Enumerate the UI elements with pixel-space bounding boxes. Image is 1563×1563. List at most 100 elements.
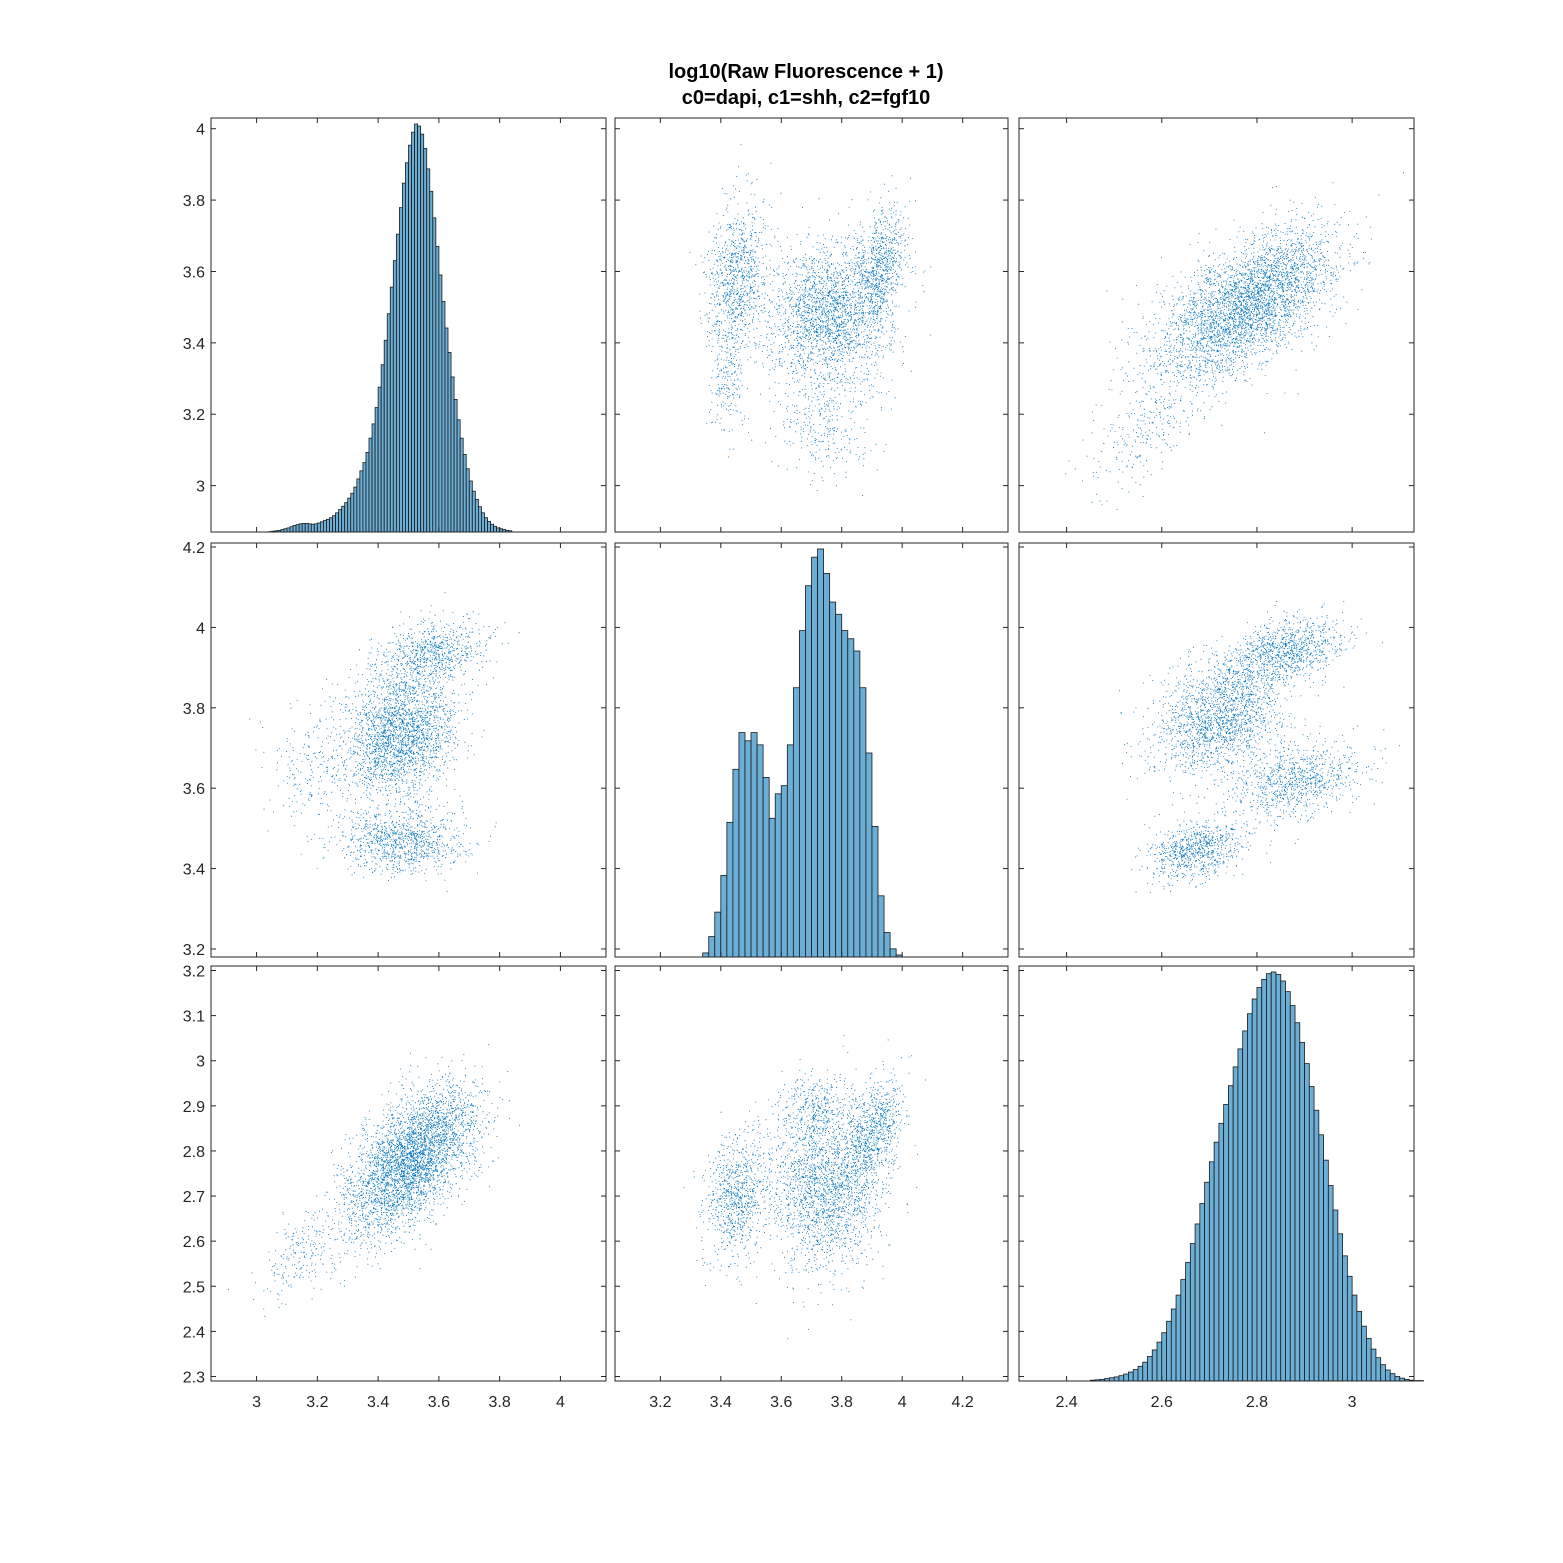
histogram-bar — [799, 630, 806, 958]
histogram-bar — [392, 260, 397, 533]
y-tick-label: 4 — [196, 620, 205, 637]
histogram-bar — [726, 821, 734, 958]
histogram-bar — [1137, 1365, 1144, 1382]
histogram-bar — [708, 936, 716, 958]
histogram-bar — [289, 526, 294, 533]
histogram-bar — [859, 687, 867, 958]
histogram-bar — [326, 518, 330, 533]
histogram-bar — [786, 744, 794, 958]
histogram-bar — [374, 407, 379, 533]
axes-box-r0-c1 — [614, 117, 1009, 533]
y-tick-label: 3.2 — [183, 942, 205, 959]
histogram-bar — [883, 932, 891, 958]
histogram-bar — [453, 398, 458, 533]
histogram-bar — [307, 523, 312, 533]
histogram-bar — [368, 437, 373, 533]
histogram-bar — [386, 313, 391, 533]
x-tick-label: 3.2 — [649, 1394, 671, 1411]
histogram-bar — [1228, 1085, 1234, 1382]
histogram-bar — [468, 480, 473, 533]
histogram-bar — [411, 131, 415, 533]
histogram-bar — [1346, 1275, 1353, 1382]
figure-title-line-2: c0=dapi, c1=shh, c2=fgf10 — [682, 87, 930, 109]
histogram-bar — [332, 515, 336, 533]
histogram-bar — [1256, 987, 1263, 1382]
histogram-bar — [420, 133, 425, 533]
histogram-bar — [493, 525, 498, 533]
histogram-bar — [871, 826, 879, 958]
histogram-bar — [1385, 1369, 1391, 1382]
x-tick-label: 4.2 — [952, 1394, 974, 1411]
histogram-bar — [353, 486, 358, 533]
histogram-bar — [414, 123, 419, 533]
y-tick-label: 3.6 — [183, 781, 205, 798]
axes-box-r1-c1 — [614, 542, 1009, 958]
histogram-bar — [1170, 1308, 1177, 1382]
histogram-bar — [1208, 1161, 1215, 1382]
histogram-bar — [295, 524, 300, 533]
x-tick-label: 2.8 — [1246, 1394, 1268, 1411]
y-tick-label: 3.1 — [183, 1009, 205, 1026]
histogram-bar — [714, 911, 722, 958]
histogram-bar — [377, 386, 382, 533]
histogram-bar — [450, 376, 455, 533]
histogram-bar — [304, 523, 309, 533]
histogram-bar — [1218, 1122, 1225, 1382]
y-tick-label: 2.5 — [183, 1279, 205, 1296]
histogram-bar — [471, 490, 476, 533]
histogram-bar — [344, 502, 349, 533]
histogram-bar — [1166, 1320, 1172, 1382]
histogram-bar — [1313, 1109, 1320, 1382]
histogram-bar — [408, 144, 412, 533]
histogram-bar — [1366, 1338, 1372, 1382]
histogram-bar — [1394, 1376, 1401, 1382]
histogram-bar — [1356, 1311, 1363, 1382]
y-tick-label: 3 — [196, 479, 205, 496]
histogram-bar — [1289, 1005, 1296, 1382]
histogram-bar — [347, 497, 352, 533]
y-tick-label: 3.2 — [183, 964, 205, 981]
x-tick-label: 3.6 — [770, 1394, 792, 1411]
y-tick-label: 3.8 — [183, 701, 205, 718]
histogram-bar — [1151, 1349, 1158, 1382]
histogram-bar — [1304, 1063, 1310, 1382]
histogram-bar — [490, 523, 494, 533]
histogram-bar — [823, 573, 831, 958]
histogram-bar — [702, 952, 710, 958]
histogram-bar — [477, 506, 482, 533]
y-tick-label: 3.8 — [183, 193, 205, 210]
y-tick-label: 3 — [196, 1054, 205, 1071]
axes-box-r1-c2 — [1018, 542, 1415, 958]
histogram-bar — [356, 478, 361, 533]
histogram-bar — [389, 286, 394, 533]
y-tick-label: 4.2 — [183, 540, 205, 557]
x-tick-label: 3.8 — [831, 1394, 853, 1411]
histogram-bar — [456, 419, 461, 533]
histogram-bar — [1318, 1134, 1324, 1382]
histogram-bar — [1113, 1376, 1120, 1382]
histogram-bar — [323, 520, 327, 533]
histogram-bar — [780, 785, 788, 958]
histogram-bar — [462, 454, 467, 533]
y-tick-label: 4 — [196, 122, 205, 139]
histogram-bar — [423, 148, 428, 533]
scatter-points — [1119, 601, 1400, 893]
histogram-bar — [762, 777, 770, 958]
scatter-panel-c2-vs-c1 — [1119, 601, 1400, 893]
histogram-bar — [1389, 1373, 1396, 1382]
histogram-bar — [365, 452, 370, 533]
histogram-bar — [435, 245, 440, 533]
x-tick-label: 2.6 — [1151, 1394, 1173, 1411]
histogram-bar — [487, 520, 491, 533]
histogram-bar — [877, 895, 885, 958]
histogram-bar — [429, 190, 434, 533]
histogram-bar — [1204, 1181, 1210, 1382]
histogram-bar — [426, 168, 431, 533]
histogram-bar — [1380, 1364, 1386, 1382]
x-tick-label: 3 — [1348, 1394, 1357, 1411]
axes-box-r1-c0 — [210, 542, 607, 958]
histogram-bar — [341, 505, 346, 533]
histogram-bar — [738, 732, 746, 958]
panel-grid: 3 3.2 3.4 3.6 3.8 4 3.2 3.4 3.6 3.8 4 4.2 2.3 2.4 2.5 2… — [183, 117, 1424, 1411]
